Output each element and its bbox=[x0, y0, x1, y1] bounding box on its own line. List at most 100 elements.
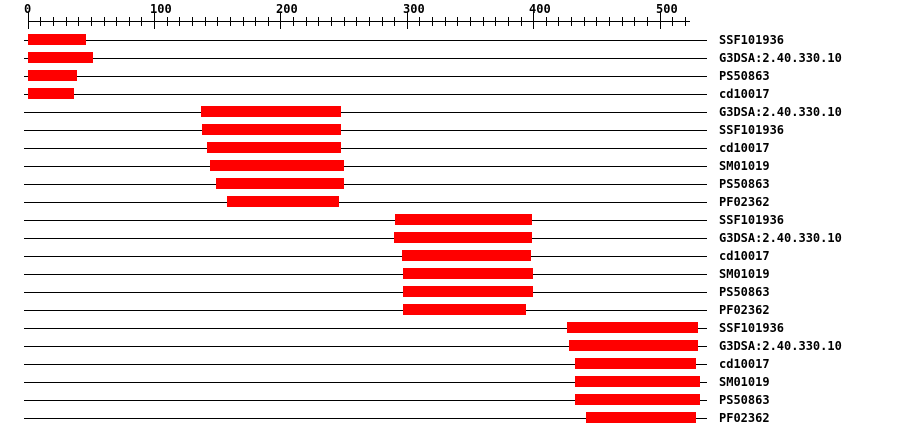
signature-label: PF02362 bbox=[719, 411, 770, 425]
axis-minor-tick bbox=[268, 17, 269, 26]
axis-minor-tick bbox=[91, 17, 92, 26]
domain-bar bbox=[403, 304, 526, 315]
axis-minor-tick bbox=[584, 17, 585, 26]
axis-minor-tick bbox=[382, 17, 383, 26]
sequence-line bbox=[24, 346, 707, 347]
sequence-line bbox=[24, 130, 707, 131]
axis-tick-label: 400 bbox=[529, 2, 551, 16]
axis-minor-tick bbox=[255, 17, 256, 26]
axis-minor-tick bbox=[293, 17, 294, 26]
axis-minor-tick bbox=[495, 17, 496, 26]
sequence-line bbox=[24, 94, 707, 95]
domain-bar bbox=[201, 106, 341, 117]
axis-minor-tick bbox=[116, 17, 117, 26]
domain-bar bbox=[394, 232, 532, 243]
axis-minor-tick bbox=[609, 17, 610, 26]
axis-baseline bbox=[28, 21, 690, 22]
domain-bar bbox=[227, 196, 339, 207]
axis-minor-tick bbox=[521, 17, 522, 26]
sequence-line bbox=[24, 328, 707, 329]
signature-label: cd10017 bbox=[719, 87, 770, 101]
axis-minor-tick bbox=[179, 17, 180, 26]
axis-minor-tick bbox=[470, 17, 471, 26]
sequence-line bbox=[24, 400, 707, 401]
signature-label: SSF101936 bbox=[719, 213, 785, 227]
signature-label: PS50863 bbox=[719, 285, 770, 299]
sequence-line bbox=[24, 292, 707, 293]
sequence-line bbox=[24, 112, 707, 113]
sequence-line bbox=[24, 148, 707, 149]
sequence-line bbox=[24, 76, 707, 77]
axis-minor-tick bbox=[457, 17, 458, 26]
signature-label: PS50863 bbox=[719, 393, 770, 407]
axis-major-tick bbox=[28, 12, 29, 29]
axis-minor-tick bbox=[685, 17, 686, 26]
axis-minor-tick bbox=[53, 17, 54, 26]
axis-major-tick bbox=[533, 12, 534, 29]
axis-minor-tick bbox=[167, 17, 168, 26]
signature-label: G3DSA:2.40.330.10 bbox=[719, 339, 842, 353]
axis-minor-tick bbox=[205, 17, 206, 26]
axis-minor-tick bbox=[104, 17, 105, 26]
axis-minor-tick bbox=[647, 17, 648, 26]
domain-bar bbox=[28, 88, 74, 99]
sequence-line bbox=[24, 184, 707, 185]
signature-label: PF02362 bbox=[719, 195, 770, 209]
axis-tick-label: 500 bbox=[656, 2, 678, 16]
domain-bar bbox=[395, 214, 532, 225]
axis-minor-tick bbox=[141, 17, 142, 26]
signature-label: cd10017 bbox=[719, 357, 770, 371]
domain-bar bbox=[403, 268, 533, 279]
axis-minor-tick bbox=[306, 17, 307, 26]
signature-label: G3DSA:2.40.330.10 bbox=[719, 231, 842, 245]
signature-label: PS50863 bbox=[719, 177, 770, 191]
signature-label: SM01019 bbox=[719, 375, 770, 389]
domain-bar bbox=[575, 376, 700, 387]
axis-major-tick bbox=[660, 12, 661, 29]
domain-bar bbox=[28, 34, 86, 45]
domain-bar bbox=[586, 412, 696, 423]
domain-bar bbox=[28, 70, 77, 81]
signature-label: PF02362 bbox=[719, 303, 770, 317]
axis-minor-tick bbox=[445, 17, 446, 26]
axis-minor-tick bbox=[356, 17, 357, 26]
sequence-line bbox=[24, 382, 707, 383]
axis-major-tick bbox=[407, 12, 408, 29]
axis-tick-label: 200 bbox=[276, 2, 298, 16]
axis-minor-tick bbox=[432, 17, 433, 26]
axis-tick-label: 300 bbox=[403, 2, 425, 16]
signature-label: SM01019 bbox=[719, 159, 770, 173]
axis-minor-tick bbox=[243, 17, 244, 26]
axis-minor-tick bbox=[40, 17, 41, 26]
sequence-line bbox=[24, 238, 707, 239]
axis-minor-tick bbox=[369, 17, 370, 26]
sequence-line bbox=[24, 418, 707, 419]
axis-minor-tick bbox=[419, 17, 420, 26]
domain-bar bbox=[402, 250, 531, 261]
sequence-line bbox=[24, 256, 707, 257]
axis-minor-tick bbox=[331, 17, 332, 26]
axis-major-tick bbox=[154, 12, 155, 29]
domain-bar bbox=[28, 52, 93, 63]
domain-bar bbox=[403, 286, 533, 297]
sequence-line bbox=[24, 40, 707, 41]
signature-label: SSF101936 bbox=[719, 321, 785, 335]
axis-minor-tick bbox=[344, 17, 345, 26]
axis-major-tick bbox=[280, 12, 281, 29]
axis-minor-tick bbox=[394, 17, 395, 26]
axis-minor-tick bbox=[78, 17, 79, 26]
sequence-line bbox=[24, 220, 707, 221]
axis-minor-tick bbox=[558, 17, 559, 26]
axis-minor-tick bbox=[217, 17, 218, 26]
axis-minor-tick bbox=[596, 17, 597, 26]
signature-label: PS50863 bbox=[719, 69, 770, 83]
domain-bar bbox=[569, 340, 698, 351]
domain-bar bbox=[575, 358, 696, 369]
axis-minor-tick bbox=[192, 17, 193, 26]
domain-bar bbox=[575, 394, 700, 405]
signature-label: cd10017 bbox=[719, 141, 770, 155]
axis-minor-tick bbox=[230, 17, 231, 26]
axis-minor-tick bbox=[318, 17, 319, 26]
sequence-line bbox=[24, 202, 707, 203]
